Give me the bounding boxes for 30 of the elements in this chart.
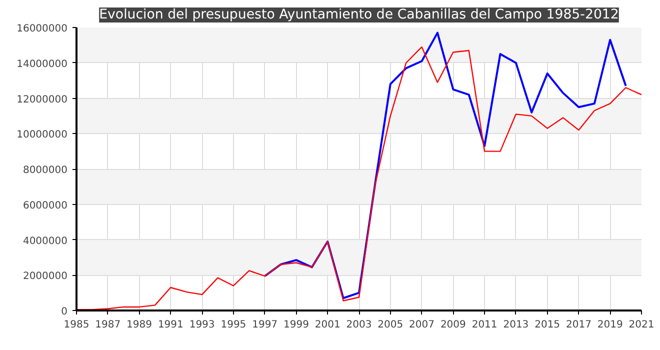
- y-tick-label: 4000000: [22, 236, 68, 247]
- x-tick-label: 2009: [440, 320, 466, 330]
- y-tick-label: 8000000: [22, 165, 68, 176]
- x-tick-label: 2011: [472, 320, 498, 330]
- x-tick-label: 2007: [409, 320, 435, 330]
- y-tick-label: 12000000: [16, 94, 68, 106]
- chart-title: Evolucion del presupuesto Ayuntamiento de Cabanillas del Campo 1985-2012: [99, 8, 619, 22]
- x-tick-label: 2021: [628, 320, 654, 330]
- x-tick-label: 1991: [158, 320, 184, 330]
- y-tick-label: 16000000: [16, 24, 68, 34]
- x-tick-label: 2001: [314, 320, 340, 330]
- line-series: [264, 32, 627, 300]
- x-tick-label: 1989: [126, 320, 152, 330]
- x-tick-label: 1985: [64, 320, 90, 330]
- x-tick-label: 2003: [346, 320, 372, 330]
- x-tick-label: 2015: [534, 320, 560, 330]
- y-tick-label: 14000000: [16, 58, 68, 70]
- x-tick-label: 1987: [95, 320, 121, 330]
- x-tick-label: 2019: [597, 320, 623, 330]
- y-tick-label: 6000000: [22, 200, 68, 212]
- x-tick-label: 1999: [284, 320, 309, 330]
- x-tick-label: 1997: [252, 320, 278, 330]
- x-tick-label: 1993: [189, 320, 215, 330]
- x-tick-label: 2005: [378, 320, 404, 330]
- x-tick-label: 2013: [503, 320, 529, 330]
- x-tick-label: 2017: [566, 320, 592, 330]
- y-tick-label: 10000000: [16, 130, 68, 141]
- x-tick-label: 1995: [220, 320, 246, 330]
- y-tick-label: 2000000: [22, 271, 68, 282]
- y-tick-label: 0: [61, 306, 68, 318]
